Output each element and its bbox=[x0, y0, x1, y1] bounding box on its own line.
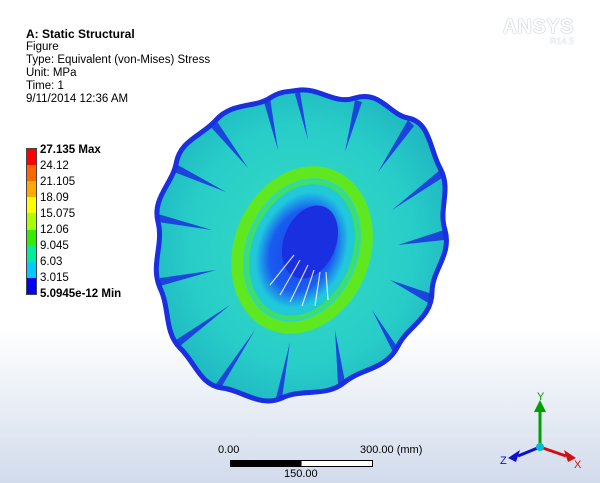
legend-color-segment bbox=[27, 181, 36, 198]
info-line-timestamp: 9/11/2014 12:36 AM bbox=[26, 93, 129, 105]
triad-y-label: Y bbox=[537, 392, 545, 403]
disc-fold-streaks bbox=[158, 92, 444, 398]
info-line-time: Time: 1 bbox=[26, 80, 64, 92]
legend-label: 27.135 Max bbox=[40, 144, 101, 156]
legend-color-segment bbox=[27, 229, 36, 246]
ansys-brand: ANSYS bbox=[502, 16, 574, 38]
scale-end-label: 300.00 (mm) bbox=[360, 444, 423, 456]
legend-label: 3.015 bbox=[40, 272, 69, 284]
legend-label: 9.045 bbox=[40, 240, 69, 252]
info-line-unit: Unit: MPa bbox=[26, 67, 77, 79]
legend-label: 5.0945e-12 Min bbox=[40, 288, 122, 300]
scale-start-label: 0.00 bbox=[218, 444, 240, 456]
triad-z-label: Z bbox=[500, 455, 507, 467]
legend-label: 18.09 bbox=[40, 192, 69, 204]
legend-label: 21.105 bbox=[40, 176, 76, 188]
scale-mid-label: 150.00 bbox=[284, 468, 318, 480]
legend-entry: 18.09 bbox=[26, 192, 166, 208]
legend-entry: 15.075 bbox=[26, 208, 166, 224]
legend-entry: 6.03 bbox=[26, 256, 166, 272]
info-line-type: Type: Equivalent (von-Mises) Stress bbox=[26, 54, 211, 66]
legend-color-bar bbox=[26, 148, 37, 295]
scale-bar-graphic bbox=[230, 460, 373, 467]
result-info: A: Static Structural Figure Type: Equiva… bbox=[26, 28, 210, 106]
legend-entry: 21.105 bbox=[26, 176, 166, 192]
legend-entry: 9.045 bbox=[26, 240, 166, 256]
scale-bar: 0.00 300.00 (mm) 150.00 bbox=[215, 438, 455, 480]
hub-core bbox=[282, 205, 338, 279]
legend-color-segment bbox=[27, 261, 36, 278]
legend-color-segment bbox=[27, 245, 36, 262]
hub-blades bbox=[269, 254, 329, 307]
triad-x-label: X bbox=[574, 459, 582, 471]
axis-triad[interactable]: Y X Z bbox=[498, 392, 583, 472]
legend-entry: 27.135 Max bbox=[26, 144, 166, 160]
legend-color-segment bbox=[27, 149, 36, 166]
legend-entry: 12.06 bbox=[26, 224, 166, 240]
legend-color-segment bbox=[27, 165, 36, 182]
legend-entry: 3.015 bbox=[26, 272, 166, 288]
legend-color-segment bbox=[27, 277, 36, 294]
stress-contour-model bbox=[153, 87, 449, 404]
legend-label: 15.075 bbox=[40, 208, 76, 220]
hub-outer-ring bbox=[231, 166, 373, 334]
legend-label: 6.03 bbox=[40, 256, 63, 268]
legend-label: 24.12 bbox=[40, 160, 69, 172]
stress-legend[interactable]: 27.135 Max 24.12 21.105 18.09 15.075 12.06 9.0… bbox=[26, 144, 166, 304]
legend-label: 12.06 bbox=[40, 224, 69, 236]
analysis-title: A: Static Structural bbox=[26, 27, 135, 41]
legend-entry: 24.12 bbox=[26, 160, 166, 176]
legend-color-segment bbox=[27, 197, 36, 214]
ansys-logo: ANSYS R14.5 bbox=[503, 16, 574, 46]
ansys-version: R14.5 bbox=[549, 36, 574, 46]
legend-entry: 5.0945e-12 Min bbox=[26, 288, 166, 304]
legend-color-segment bbox=[27, 213, 36, 230]
info-line-figure: Figure bbox=[26, 41, 59, 53]
